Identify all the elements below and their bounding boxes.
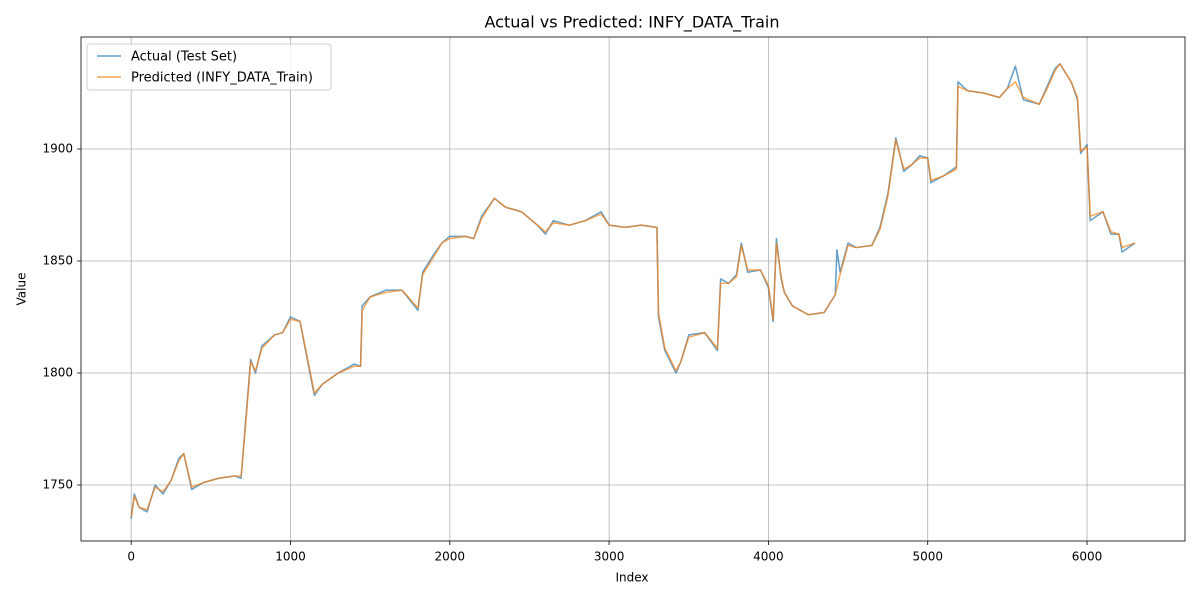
y-tick-label: 1850 [42,254,73,268]
legend-box [86,43,332,91]
x-tick-label: 4000 [753,550,784,564]
legend-label: Actual (Test Set) [131,50,237,65]
legend-label: Predicted (INFY_DATA_Train) [131,71,313,86]
x-tick-label: 5000 [912,550,943,564]
y-tick-label: 1800 [42,366,73,380]
y-axis-label: Value [15,273,29,306]
x-tick-label: 6000 [1072,550,1103,564]
chart-title: Actual vs Predicted: INFY_DATA_Train [485,13,780,33]
plot-frame [80,36,1186,542]
y-tick-label: 1750 [42,478,73,492]
x-tick-label: 2000 [435,550,466,564]
x-tick-label: 0 [127,550,135,564]
y-tick-label: 1900 [42,142,73,156]
x-tick-label: 1000 [275,550,306,564]
legend: Actual (Test Set) Predicted (INFY_DATA_Tr… [86,43,332,91]
x-tick-label: 3000 [594,550,625,564]
series-line [130,63,1136,519]
series-line [130,63,1136,517]
x-axis-label: Index [615,571,648,585]
